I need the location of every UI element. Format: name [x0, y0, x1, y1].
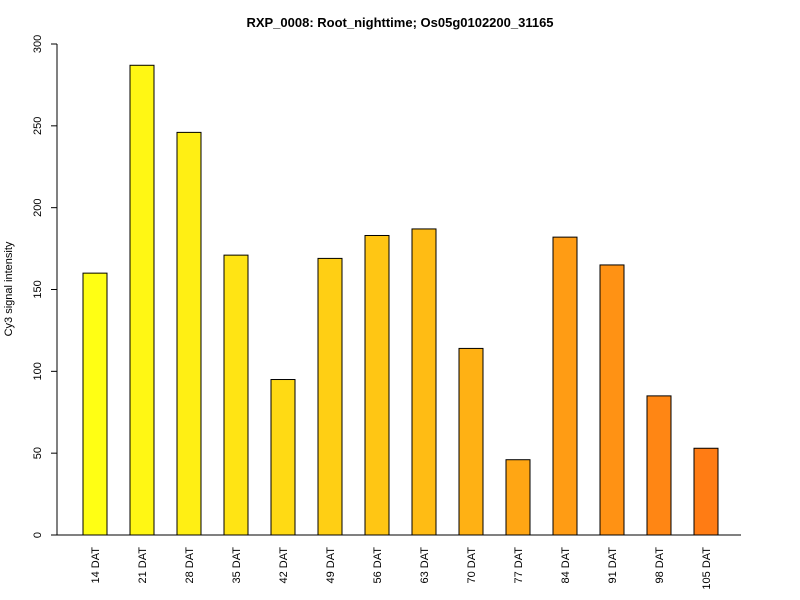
y-tick-label: 100 [32, 362, 44, 380]
x-tick-label: 49 DAT [325, 547, 337, 584]
bar [693, 447, 719, 536]
chart-title: RXP_0008: Root_nighttime; Os05g0102200_3… [246, 15, 553, 30]
x-tick-label: 63 DAT [419, 547, 431, 584]
x-tick-label: 84 DAT [560, 547, 572, 584]
bar [599, 264, 625, 536]
x-tick-label: 56 DAT [372, 547, 384, 584]
y-tick-label: 250 [32, 117, 44, 135]
x-tick-label: 70 DAT [466, 547, 478, 584]
bar [646, 395, 672, 536]
bar [458, 347, 484, 536]
y-tick-label: 300 [32, 35, 44, 53]
y-tick-label: 150 [32, 280, 44, 298]
bars-group [82, 64, 719, 536]
x-tick-label: 105 DAT [701, 547, 713, 590]
y-tick-label: 0 [32, 532, 44, 538]
bar [411, 228, 437, 536]
y-tick-label: 50 [32, 447, 44, 459]
y-tick-label: 200 [32, 198, 44, 216]
x-tick-label: 28 DAT [184, 547, 196, 584]
bar [317, 257, 343, 536]
bar [364, 234, 390, 536]
y-axis-ticks: 0 50 100 150 200 250 300 [32, 35, 57, 538]
x-tick-label: 91 DAT [607, 547, 619, 584]
y-axis-label: Cy3 signal intensity [3, 241, 15, 336]
x-tick-label: 98 DAT [654, 547, 666, 584]
x-tick-label: 77 DAT [513, 547, 525, 584]
bar [223, 254, 249, 536]
bar [82, 272, 108, 536]
x-tick-label: 21 DAT [137, 547, 149, 584]
x-tick-label: 14 DAT [90, 547, 102, 584]
bar [129, 64, 155, 536]
bar [505, 459, 531, 536]
x-tick-label: 35 DAT [231, 547, 243, 584]
bar [270, 379, 296, 536]
bar [552, 236, 578, 536]
bar [176, 131, 202, 536]
x-axis-labels: 14 DAT 21 DAT 28 DAT 35 DAT 42 DAT 49 DAT 56 D… [90, 547, 713, 590]
x-tick-label: 42 DAT [278, 547, 290, 584]
